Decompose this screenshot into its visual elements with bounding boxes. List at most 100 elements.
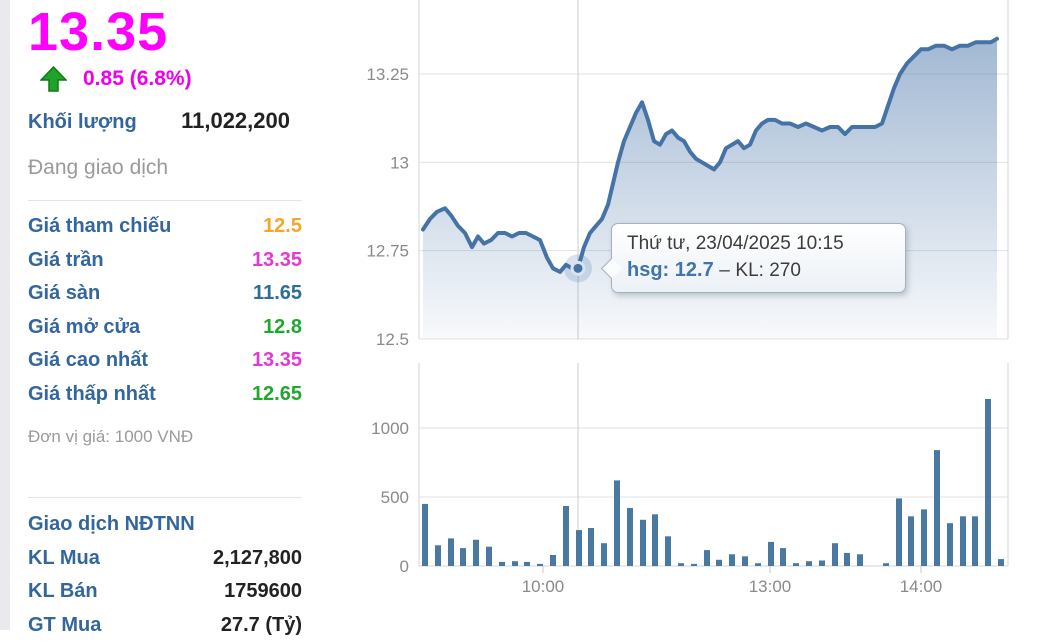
volume-bar[interactable] xyxy=(780,548,786,566)
quote-panel: 13.35 0.85 (6.8%) Khối lượng 11,022,200 … xyxy=(10,0,330,630)
volume-bar[interactable] xyxy=(473,540,479,566)
volume-bar[interactable] xyxy=(998,559,1004,566)
volume-bar[interactable] xyxy=(742,556,748,566)
price-info-row: Giá thấp nhất 12.65 xyxy=(28,378,302,412)
foreign-trade-label: GT Mua xyxy=(28,609,101,642)
foreign-trade-label: KL Bán xyxy=(28,575,98,609)
price-change: 0.85 (6.8%) xyxy=(83,67,192,91)
volume-bar[interactable] xyxy=(704,550,710,566)
volume-label: Khối lượng xyxy=(28,111,137,134)
volume-bar[interactable] xyxy=(716,560,722,566)
volume-bar[interactable] xyxy=(755,563,761,566)
volume-ytick-label: 0 xyxy=(400,557,409,576)
foreign-trade-label: KL Mua xyxy=(28,542,100,576)
volume-bar[interactable] xyxy=(537,564,543,566)
price-info-label: Giá thấp nhất xyxy=(28,378,156,412)
price-ytick-label: 12.5 xyxy=(376,330,409,349)
volume-bar[interactable] xyxy=(422,504,428,566)
volume-value: 11,022,200 xyxy=(181,108,290,134)
volume-bar[interactable] xyxy=(640,520,646,566)
divider xyxy=(28,200,302,201)
volume-bar[interactable] xyxy=(819,561,825,567)
volume-bar[interactable] xyxy=(960,516,966,566)
tooltip-separator: – xyxy=(719,260,730,281)
volume-xtick-label: 14:00 xyxy=(900,577,943,596)
foreign-trade-value: 2,127,800 xyxy=(213,542,302,576)
volume-ytick-label: 1000 xyxy=(371,419,409,438)
volume-bar[interactable] xyxy=(972,516,978,566)
volume-bar[interactable] xyxy=(665,536,671,566)
volume-bar[interactable] xyxy=(985,399,991,566)
price-marker[interactable] xyxy=(572,262,584,274)
volume-bar[interactable] xyxy=(908,516,914,566)
volume-bar[interactable] xyxy=(652,514,658,566)
volume-bar[interactable] xyxy=(768,542,774,566)
foreign-trade-value: 1759600 xyxy=(224,575,302,609)
price-info-row: Giá tham chiếu 12.5 xyxy=(28,210,302,244)
foreign-trade-table: KL Mua 2,127,800 KL Bán 1759600 GT Mua 27.7 (… xyxy=(28,542,302,642)
volume-bar[interactable] xyxy=(947,523,953,566)
price-info-value: 12.5 xyxy=(263,210,302,244)
price-ytick-label: 13 xyxy=(390,153,409,172)
volume-bar[interactable] xyxy=(512,561,518,566)
volume-bar[interactable] xyxy=(499,562,505,566)
page-left-margin xyxy=(0,0,10,630)
volume-bar[interactable] xyxy=(627,508,633,566)
trading-status: Đang giao dịch xyxy=(28,156,302,180)
foreign-trade-row: KL Bán 1759600 xyxy=(28,575,302,609)
volume-bar[interactable] xyxy=(921,509,927,566)
volume-bar[interactable] xyxy=(896,498,902,566)
volume-bar[interactable] xyxy=(448,538,454,566)
price-info-label: Giá mở cửa xyxy=(28,311,140,345)
volume-bar[interactable] xyxy=(857,554,863,566)
volume-bar[interactable] xyxy=(844,553,850,566)
tooltip-symbol: hsg: xyxy=(627,259,669,281)
price-info-row: Giá mở cửa 12.8 xyxy=(28,311,302,345)
volume-xtick-label: 13:00 xyxy=(749,577,792,596)
price-info-label: Giá sàn xyxy=(28,277,100,311)
price-ytick-label: 12.75 xyxy=(366,242,409,261)
price-info-value: 12.8 xyxy=(263,311,302,345)
last-price: 13.35 xyxy=(28,2,302,62)
volume-bar[interactable] xyxy=(576,530,582,566)
volume-bar[interactable] xyxy=(550,555,556,566)
foreign-trade-value: 27.7 (Tỷ) xyxy=(221,609,302,642)
volume-bar[interactable] xyxy=(614,480,620,566)
volume-bar[interactable] xyxy=(832,543,838,566)
price-info-row: Giá sàn 11.65 xyxy=(28,277,302,311)
price-area-fill xyxy=(423,39,997,339)
price-change-row: 0.85 (6.8%) xyxy=(28,64,302,94)
volume-bar[interactable] xyxy=(691,564,697,566)
volume-bar[interactable] xyxy=(588,528,594,566)
price-info-value: 13.35 xyxy=(252,244,302,278)
volume-bar[interactable] xyxy=(934,450,940,566)
volume-bar[interactable] xyxy=(678,563,684,566)
price-info-label: Giá trần xyxy=(28,244,104,278)
volume-bar[interactable] xyxy=(729,554,735,566)
volume-bar[interactable] xyxy=(601,543,607,566)
volume-bar[interactable] xyxy=(486,547,492,566)
volume-bar[interactable] xyxy=(435,545,441,566)
price-info-label: Giá tham chiếu xyxy=(28,210,171,244)
volume-bar[interactable] xyxy=(524,562,530,566)
volume-row: Khối lượng 11,022,200 xyxy=(28,108,302,134)
unit-note: Đơn vị giá: 1000 VNĐ xyxy=(28,427,302,447)
volume-bar[interactable] xyxy=(806,561,812,566)
tooltip-value-line: hsg: 12.7 – KL: 270 xyxy=(627,259,891,282)
price-info-value: 13.35 xyxy=(252,344,302,378)
price-info-value: 12.65 xyxy=(252,378,302,412)
volume-bar[interactable] xyxy=(563,506,569,566)
price-info-table: Giá tham chiếu 12.5 Giá trần 13.35 Giá sàn 11… xyxy=(28,210,302,411)
price-info-row: Giá cao nhất 13.35 xyxy=(28,344,302,378)
volume-bar[interactable] xyxy=(460,548,466,566)
price-ytick-label: 13.25 xyxy=(366,65,409,84)
volume-bar[interactable] xyxy=(883,563,889,566)
foreign-trade-header: Giao dịch NĐTNN xyxy=(28,508,302,542)
price-info-label: Giá cao nhất xyxy=(28,344,148,378)
price-info-value: 11.65 xyxy=(253,277,302,311)
volume-bar[interactable] xyxy=(793,563,799,566)
tooltip-price: 12.7 xyxy=(675,259,714,281)
price-info-row: Giá trần 13.35 xyxy=(28,244,302,278)
